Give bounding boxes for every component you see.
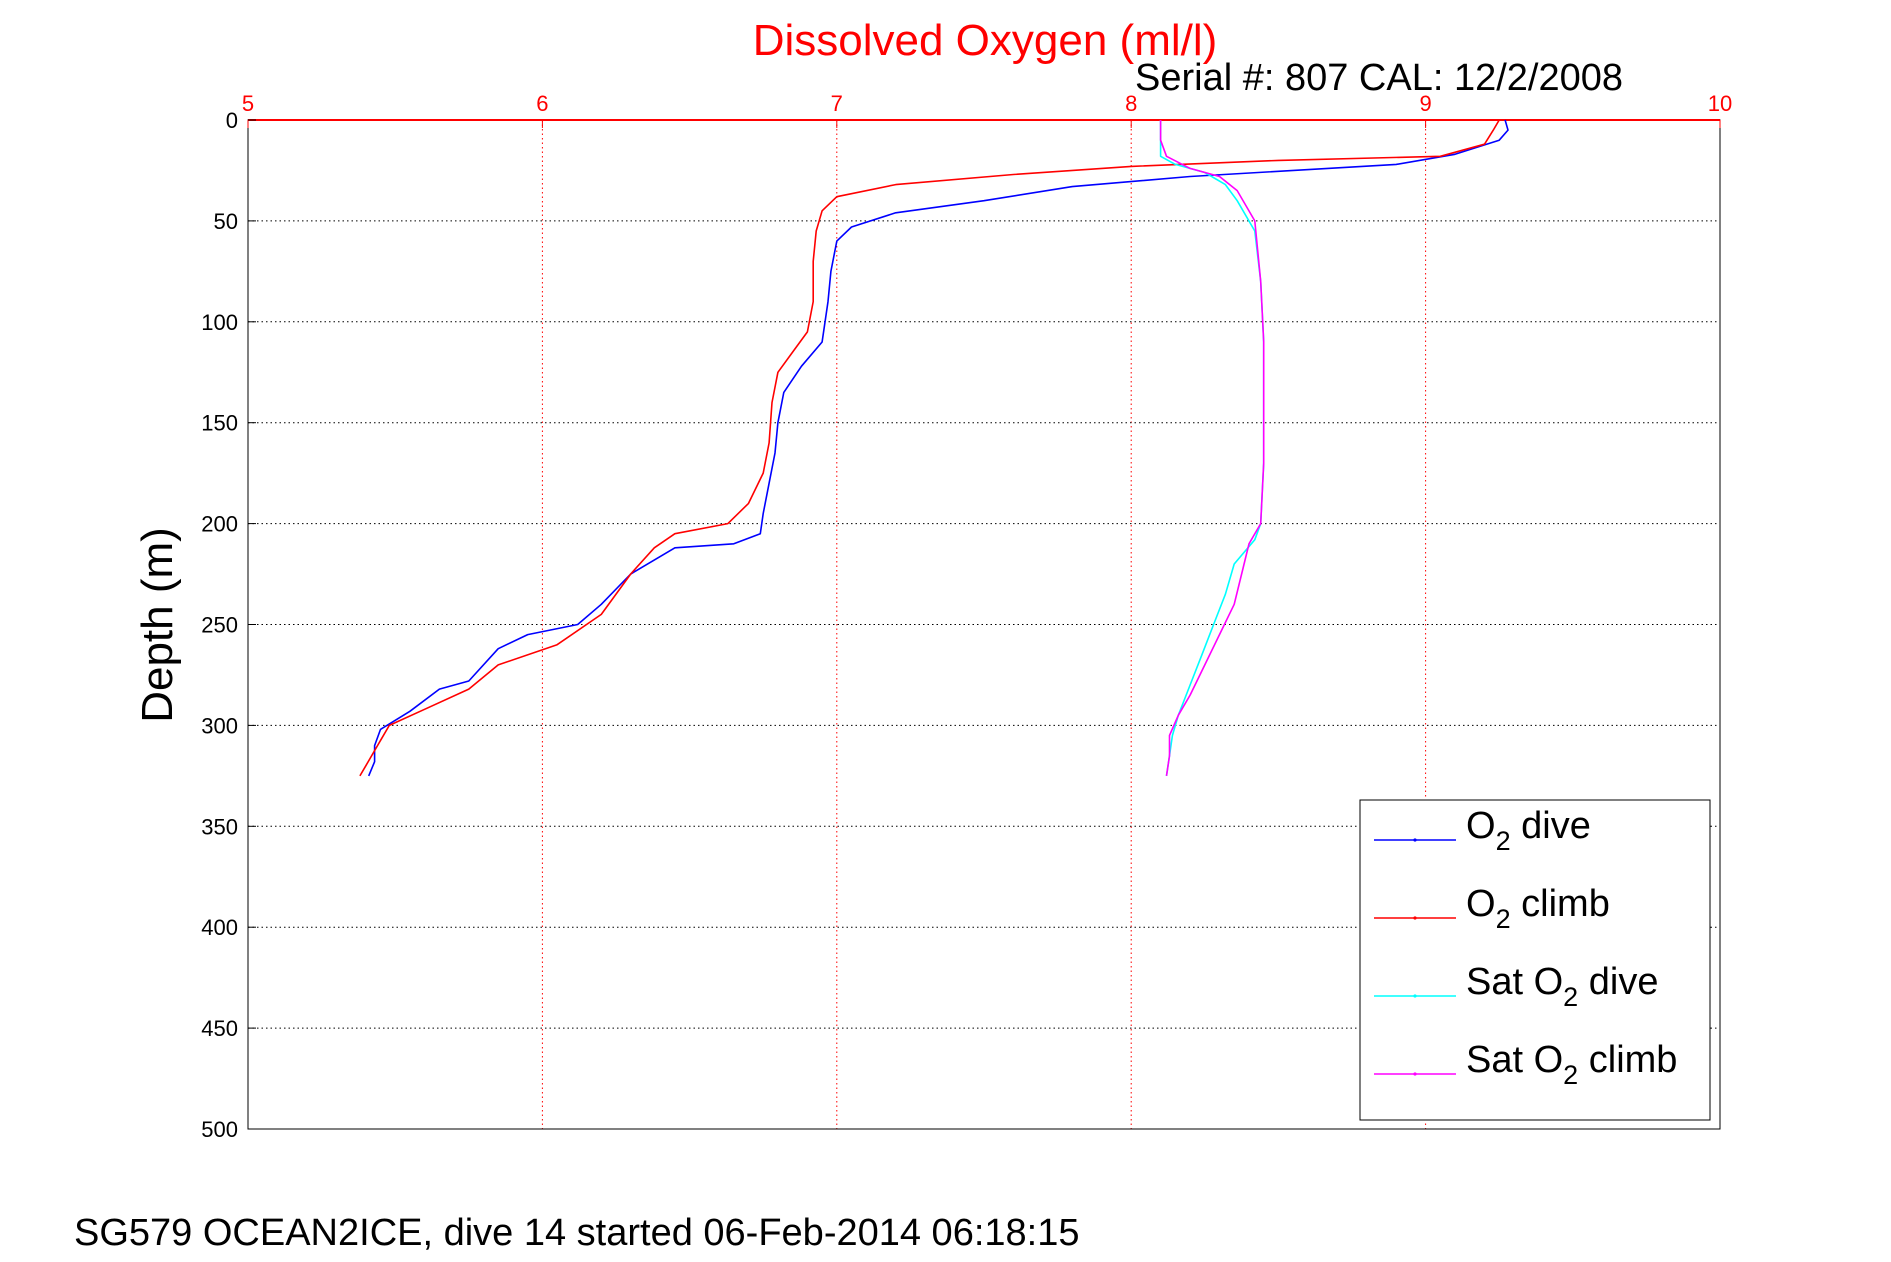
legend-label-4: Sat O2 climb <box>1466 1039 1677 1090</box>
y-tick-label: 250 <box>201 613 238 638</box>
footer-caption: SG579 OCEAN2ICE, dive 14 started 06-Feb-… <box>74 1212 1079 1254</box>
y-tick-label: 150 <box>201 411 238 436</box>
x-tick-label: 7 <box>831 91 843 116</box>
y-tick-label: 400 <box>201 915 238 940</box>
y-tick-label: 200 <box>201 512 238 537</box>
x-tick-label: 9 <box>1419 91 1431 116</box>
y-axis-label: Depth (m) <box>133 527 182 723</box>
legend-box <box>1359 799 1711 1121</box>
legend-marker-4 <box>1413 1072 1417 1076</box>
legend-label-3: Sat O2 dive <box>1466 961 1658 1012</box>
y-tick-label: 50 <box>214 209 238 234</box>
legend-marker-2 <box>1413 916 1417 920</box>
y-tick-label: 300 <box>201 713 238 738</box>
grid <box>248 120 1720 1129</box>
y-tick-label: 0 <box>226 108 238 133</box>
legend-label-1: O2 dive <box>1466 805 1591 856</box>
series-line-1 <box>367 119 1509 777</box>
y-tick-label: 450 <box>201 1016 238 1041</box>
x-tick-label: 6 <box>536 91 548 116</box>
series-lines <box>359 119 1509 777</box>
y-tick-label: 100 <box>201 310 238 335</box>
legend: O2 dive O2 climb Sat O2 dive Sat O2 climb <box>1359 799 1711 1121</box>
series-line-2 <box>359 119 1500 777</box>
x-tick-label: 8 <box>1125 91 1137 116</box>
x-tick-label: 5 <box>242 91 254 116</box>
legend-label-2: O2 climb <box>1466 883 1610 934</box>
chart-title: Dissolved Oxygen (ml/l) <box>753 16 1218 65</box>
y-tick-label: 350 <box>201 814 238 839</box>
legend-marker-1 <box>1413 838 1417 842</box>
legend-marker-3 <box>1413 994 1417 998</box>
chart-subtitle: Serial #: 807 CAL: 12/2/2008 <box>1135 57 1623 99</box>
y-tick-label: 500 <box>201 1117 238 1142</box>
series-line-4 <box>1159 120 1265 777</box>
x-tick-label: 10 <box>1708 91 1732 116</box>
